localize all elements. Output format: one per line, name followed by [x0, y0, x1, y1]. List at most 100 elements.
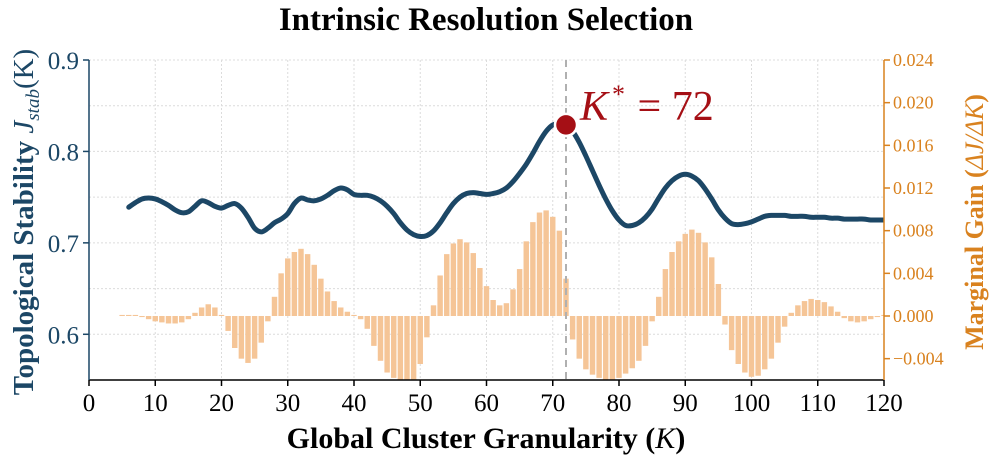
- gain-bar-95: [748, 316, 755, 377]
- x-tick-label-7: 70: [540, 390, 565, 417]
- left-y-tick-label-2: 0.8: [48, 139, 79, 166]
- gain-bar-17: [232, 316, 238, 348]
- gain-bar-96: [755, 316, 761, 376]
- gain-bar-20: [251, 316, 258, 359]
- x-tick-label-1: 10: [143, 390, 168, 417]
- gain-bar-57: [497, 305, 503, 316]
- gain-bar-103: [801, 301, 808, 316]
- gain-bar-77: [629, 316, 635, 369]
- gain-bar-19: [245, 316, 251, 363]
- left-y-axis-label-var: J: [8, 120, 40, 134]
- gain-bar-88: [702, 242, 708, 316]
- left-y-tick-label-1: 0.7: [48, 231, 79, 258]
- left-y-tick-label-3: 0.9: [48, 48, 79, 75]
- gain-bar-89: [709, 257, 715, 316]
- gain-bar-25: [285, 258, 291, 316]
- gain-bar-55: [483, 286, 490, 316]
- gain-bar-58: [503, 303, 510, 316]
- gain-bar-76: [622, 316, 629, 374]
- gain-bar-54: [477, 268, 483, 316]
- gain-bar-10: [185, 316, 192, 320]
- stability-curve-line: [126, 121, 884, 240]
- left-y-tick-label-0: 0.6: [48, 322, 79, 349]
- gain-bar-1: [126, 314, 132, 316]
- gain-bar-2: [132, 314, 139, 316]
- gain-bar-46: [424, 316, 430, 338]
- gain-bar-31: [324, 291, 331, 316]
- gain-bar-44: [410, 316, 417, 380]
- gain-bar-60: [516, 269, 523, 316]
- gain-bar-35: [351, 314, 357, 316]
- right-y-axis-label: Marginal Gain (ΔJ/ΔK): [960, 94, 989, 350]
- x-tick-label-11: 110: [799, 390, 836, 417]
- annotation-value: = 72: [627, 84, 714, 130]
- gain-bar-71: [589, 316, 596, 375]
- x-tick-label-2: 20: [209, 390, 234, 417]
- gain-bar-105: [815, 300, 821, 316]
- gain-bar-8: [172, 316, 178, 324]
- gain-bar-86: [689, 229, 695, 316]
- gain-bar-74: [609, 316, 616, 380]
- gain-bar-81: [656, 296, 662, 316]
- right-y-tick-label-0: −0.004: [893, 349, 944, 369]
- x-tick-label-10: 100: [733, 390, 771, 417]
- gain-bar-36: [357, 316, 364, 320]
- annotation-k: K: [579, 84, 610, 130]
- x-tick-label-0: 0: [83, 390, 96, 417]
- gain-bar-98: [768, 316, 775, 359]
- gain-bar-23: [271, 296, 278, 316]
- gain-bar-61: [523, 241, 529, 316]
- chart-title: Intrinsic Resolution Selection: [279, 2, 693, 38]
- gain-bar-92: [728, 316, 735, 351]
- x-tick-label-8: 80: [607, 390, 632, 417]
- gain-bar-18: [238, 316, 245, 359]
- gain-bar-93: [735, 316, 741, 364]
- gain-bar-113: [868, 316, 874, 320]
- x-tick-label-12: 120: [865, 390, 903, 417]
- gain-bar-114: [874, 316, 881, 318]
- gain-bar-65: [550, 216, 556, 316]
- gain-bar-52: [463, 242, 470, 316]
- gain-bar-62: [530, 222, 536, 316]
- x-tick-label-3: 30: [275, 390, 300, 417]
- gain-bar-3: [139, 316, 145, 318]
- gain-bar-66: [556, 230, 563, 316]
- gain-bar-9: [179, 316, 185, 323]
- gain-bar-43: [404, 316, 410, 380]
- gain-bar-110: [848, 316, 854, 322]
- gain-bar-21: [258, 316, 264, 343]
- optimum-marker: [553, 112, 579, 138]
- gain-bar-50: [450, 243, 457, 316]
- gain-bar-38: [371, 316, 377, 346]
- gain-bar-111: [854, 316, 861, 323]
- right-y-tick-label-7: 0.024: [893, 50, 934, 70]
- gain-bar-97: [762, 316, 768, 370]
- gain-bar-79: [642, 316, 649, 346]
- gain-bar-37: [364, 316, 370, 329]
- right-y-tick-label-3: 0.008: [893, 221, 934, 241]
- gain-bar-6: [159, 316, 165, 323]
- gain-bar-70: [583, 316, 589, 370]
- gain-bar-106: [821, 302, 828, 316]
- gain-bar-26: [291, 252, 298, 316]
- left-y-axis-label-arg: (K): [8, 49, 40, 89]
- x-tick-label-5: 50: [408, 390, 433, 417]
- gain-bar-84: [675, 241, 682, 316]
- gain-bar-104: [808, 298, 814, 316]
- gain-bar-27: [298, 248, 304, 316]
- gain-bar-107: [828, 306, 834, 316]
- gain-bar-72: [596, 316, 602, 378]
- gain-bar-73: [603, 316, 609, 380]
- gain-bar-24: [278, 273, 284, 316]
- gain-bar-99: [775, 316, 781, 343]
- gain-bar-80: [649, 316, 655, 322]
- gain-bar-12: [198, 307, 205, 316]
- gain-bar-51: [457, 239, 463, 316]
- gain-bar-53: [470, 253, 476, 316]
- annotation-star: *: [612, 80, 625, 109]
- gain-bar-90: [715, 284, 722, 316]
- marginal-gain-bars: [119, 210, 884, 380]
- x-tick-label-9: 90: [673, 390, 698, 417]
- gain-bar-69: [576, 316, 582, 359]
